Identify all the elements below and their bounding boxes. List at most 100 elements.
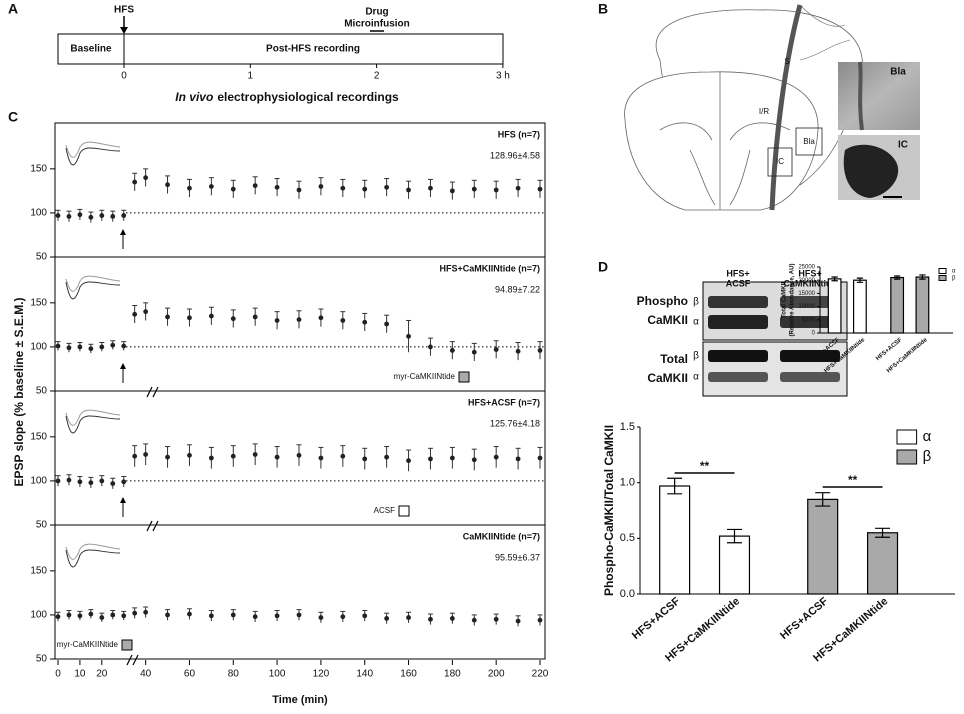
data-point (252, 614, 258, 620)
hfs-arrow-head (120, 27, 128, 34)
bar (718, 535, 751, 595)
data-point (493, 187, 499, 193)
error-bar (893, 275, 901, 280)
hfs-arrow-head (120, 229, 126, 235)
bar (890, 276, 905, 334)
data-point (537, 455, 543, 461)
legend-swatch (896, 429, 918, 445)
bar (852, 279, 867, 334)
drug-box (458, 371, 470, 383)
data-point (55, 478, 61, 484)
data-point (55, 343, 61, 349)
data-point (208, 613, 214, 619)
data-point (99, 615, 105, 620)
data-point (55, 213, 61, 218)
plot-frame (54, 256, 546, 392)
data-point (252, 314, 258, 320)
inset-trace (65, 275, 121, 292)
data-point (165, 612, 170, 618)
drug-box (398, 505, 410, 517)
data-point (296, 452, 302, 458)
data-point (274, 613, 280, 619)
data-point (187, 185, 192, 191)
data-point (99, 213, 105, 218)
data-point (110, 214, 116, 219)
data-point (362, 319, 368, 325)
error-bar (919, 274, 926, 280)
x-tick-label: HFS+ACSF (630, 595, 683, 642)
y-tick-label: 150 (30, 163, 47, 174)
data-point (121, 213, 127, 218)
data-point (230, 186, 236, 192)
data-point (493, 454, 499, 460)
data-point (471, 457, 477, 463)
baseline-label: Baseline (70, 44, 112, 55)
drug-label: myr-CaMKIINtide (394, 372, 456, 381)
data-point (99, 344, 105, 350)
y-tick-label: 100 (30, 208, 47, 219)
bar (866, 532, 899, 595)
legend-label: α (923, 428, 932, 445)
data-point (449, 616, 455, 621)
axis-break (126, 654, 139, 666)
y-tick-label: 5000 (802, 317, 816, 323)
x-tick-label: 160 (400, 669, 417, 680)
data-point (110, 612, 116, 618)
x-tick-label: 180 (444, 669, 461, 680)
data-point (428, 616, 433, 622)
data-point (88, 346, 94, 352)
legend-label: α (952, 269, 956, 275)
data-point (537, 617, 543, 623)
inset-trace (65, 543, 121, 560)
panel-title: CaMKIINtide (n=7) (463, 531, 540, 541)
y-tick-label: 1.0 (620, 477, 635, 489)
x-tick-label: 120 (313, 669, 330, 680)
x-tick-label: 100 (269, 669, 286, 680)
bar (659, 485, 691, 595)
error-bar (667, 477, 683, 495)
x-tick-label: 40 (140, 669, 152, 680)
brain-label: IC (776, 157, 784, 166)
significance-label: ** (848, 473, 858, 487)
data-point (340, 185, 346, 191)
bar (827, 278, 842, 334)
blot-column-label: HFS+ (798, 268, 821, 278)
data-point (143, 175, 149, 181)
y-tick-label: 150 (30, 297, 47, 308)
data-point (428, 185, 433, 191)
data-point (252, 183, 258, 188)
error-bar (727, 528, 742, 544)
inset-trace (65, 549, 121, 568)
y-tick-label: 0.0 (620, 588, 635, 600)
blot-row-label: Total (660, 352, 688, 366)
data-point (77, 212, 83, 218)
data-point (208, 184, 214, 189)
data-point (132, 453, 138, 459)
data-point (165, 454, 170, 460)
blot-row-label: CaMKII (647, 313, 688, 327)
photo-label: Bla (890, 67, 906, 78)
y-tick-label: 25000 (798, 265, 815, 271)
drug-label: myr-CaMKIINtide (57, 640, 119, 649)
post-label: Post-HFS recording (266, 44, 360, 55)
data-point (384, 321, 390, 327)
x-tick-label: 80 (228, 669, 240, 680)
y-tick-label: 15000 (798, 291, 815, 297)
timeline-tick-label: 0 (121, 71, 127, 82)
mean-annotation: 94.89±7.22 (495, 284, 540, 294)
data-point (132, 610, 138, 616)
data-point (428, 344, 433, 350)
x-axis-label: Time (min) (272, 694, 328, 706)
y-tick-label: 50 (36, 386, 48, 397)
inset-trace (65, 141, 121, 158)
data-point (340, 453, 346, 459)
error-bar (856, 277, 864, 283)
data-point (406, 333, 411, 339)
drug-box (121, 639, 133, 651)
y-tick-label: 150 (30, 431, 47, 442)
drug-label: ACSF (374, 506, 395, 515)
significance-label: ** (700, 459, 710, 473)
data-point (121, 343, 127, 349)
x-tick-label: 60 (184, 669, 196, 680)
data-point (88, 611, 94, 617)
